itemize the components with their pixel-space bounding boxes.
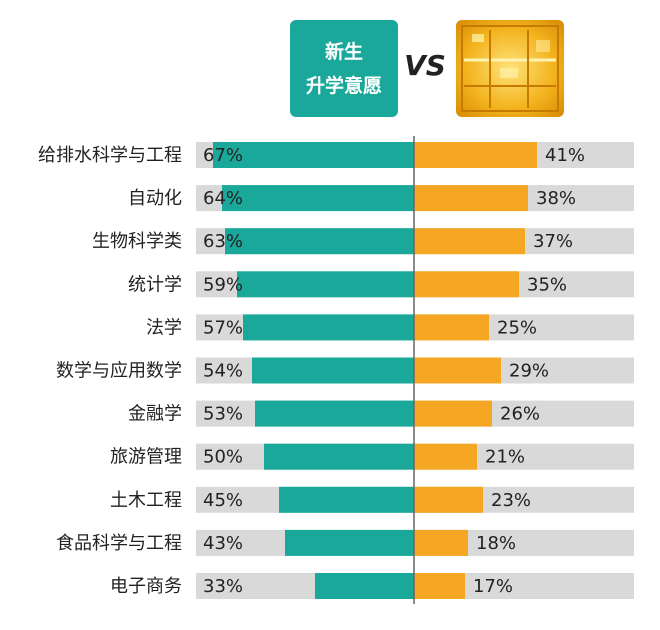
category-label: 生物科学类 <box>92 231 182 252</box>
right-value-label: 25% <box>497 317 537 338</box>
left-bar <box>243 314 414 341</box>
right-value-label: 35% <box>527 274 567 295</box>
left-badge-line1: 新生 <box>324 40 363 63</box>
vs-label: VS <box>404 49 446 82</box>
right-bar <box>414 486 483 513</box>
left-bar <box>252 357 414 384</box>
right-value-label: 41% <box>545 145 585 166</box>
category-label: 食品科学与工程 <box>56 533 182 554</box>
left-bar <box>255 400 414 427</box>
category-label: 统计学 <box>128 274 182 295</box>
right-badge-image <box>456 20 564 117</box>
right-value-label: 37% <box>533 231 573 252</box>
right-bar <box>414 271 519 298</box>
right-value-label: 23% <box>491 490 531 511</box>
category-label: 法学 <box>146 317 182 338</box>
right-bar <box>414 529 468 556</box>
right-bar <box>414 228 525 255</box>
left-value-label: 54% <box>203 361 243 382</box>
left-value-label: 63% <box>203 231 243 252</box>
left-value-label: 64% <box>203 188 243 209</box>
left-bar <box>315 573 414 599</box>
category-label: 旅游管理 <box>110 447 182 468</box>
right-value-label: 17% <box>473 576 513 597</box>
left-bar <box>264 443 414 470</box>
left-bar <box>213 142 414 168</box>
right-bar <box>414 357 501 384</box>
category-label: 金融学 <box>128 404 182 425</box>
right-bar <box>414 185 528 212</box>
right-bar <box>414 443 477 470</box>
right-bar <box>414 142 537 168</box>
right-value-label: 29% <box>509 361 549 382</box>
left-value-label: 50% <box>203 447 243 468</box>
category-label: 电子商务 <box>110 576 182 597</box>
right-bar <box>414 573 465 599</box>
right-series-badge <box>456 20 564 117</box>
left-series-badge: 新生 升学意愿 <box>290 20 398 117</box>
left-value-label: 33% <box>203 576 243 597</box>
left-value-label: 59% <box>203 274 243 295</box>
left-value-label: 67% <box>203 145 243 166</box>
left-bar <box>279 486 414 513</box>
left-bar <box>237 271 414 298</box>
right-bar <box>414 314 489 341</box>
left-value-label: 45% <box>203 490 243 511</box>
left-value-label: 53% <box>203 404 243 425</box>
right-value-label: 38% <box>536 188 576 209</box>
left-badge-line2: 升学意愿 <box>305 74 382 97</box>
category-label: 数学与应用数学 <box>56 361 182 382</box>
left-bar <box>285 529 414 556</box>
category-label: 给排水科学与工程 <box>38 145 182 166</box>
category-label: 自动化 <box>128 188 182 209</box>
left-value-label: 57% <box>203 317 243 338</box>
right-value-label: 21% <box>485 447 525 468</box>
left-bar <box>222 185 414 212</box>
right-bar <box>414 400 492 427</box>
left-bar <box>225 228 414 255</box>
right-value-label: 18% <box>476 533 516 554</box>
category-label: 土木工程 <box>110 490 182 511</box>
left-value-label: 43% <box>203 533 243 554</box>
right-value-label: 26% <box>500 404 540 425</box>
